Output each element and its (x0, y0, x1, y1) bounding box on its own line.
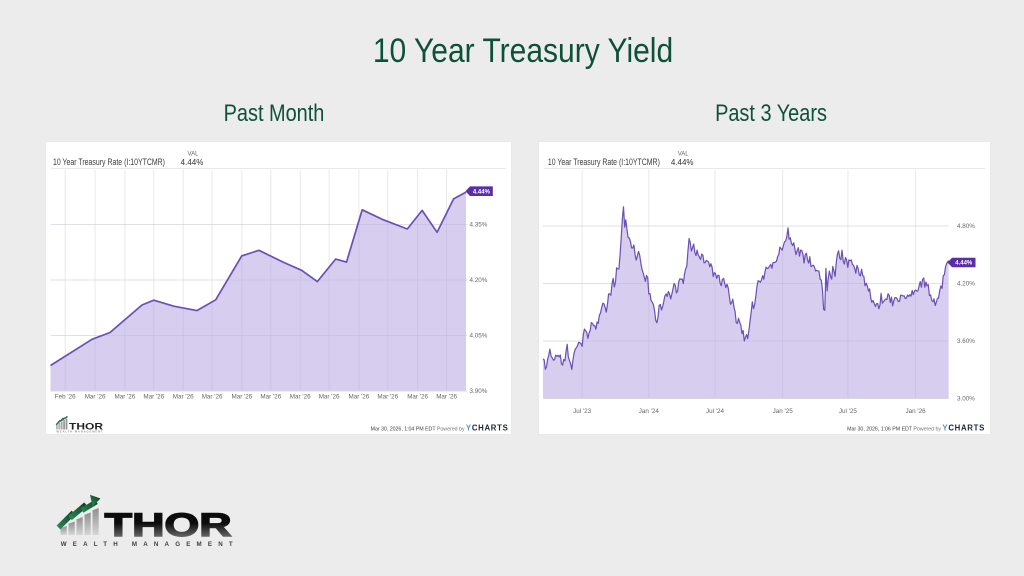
svg-text:VAL: VAL (678, 152, 690, 158)
svg-text:10 Year Treasury Rate (I:10YTC: 10 Year Treasury Rate (I:10YTCMR) (53, 157, 165, 167)
svg-text:Mar '26: Mar '26 (202, 394, 223, 401)
svg-text:3.60%: 3.60% (957, 338, 975, 345)
svg-text:WEALTH MANAGEMENT: WEALTH MANAGEMENT (57, 430, 103, 434)
svg-text:Mar '26: Mar '26 (407, 394, 428, 401)
svg-text:THOR: THOR (105, 507, 232, 543)
svg-text:Mar '26: Mar '26 (319, 394, 340, 401)
svg-text:4.05%: 4.05% (470, 333, 488, 340)
svg-text:4.44%: 4.44% (955, 261, 973, 267)
svg-text:WEALTH MANAGEMENT: WEALTH MANAGEMENT (61, 541, 233, 548)
svg-text:4.35%: 4.35% (470, 222, 488, 229)
svg-text:Mar '26: Mar '26 (173, 394, 194, 401)
svg-text:THOR: THOR (69, 422, 103, 432)
svg-text:10 Year Treasury Rate (I:10YTC: 10 Year Treasury Rate (I:10YTCMR) (548, 157, 660, 167)
svg-text:Jan '25: Jan '25 (773, 408, 794, 415)
svg-text:4.44%: 4.44% (671, 158, 694, 167)
svg-text:Mar '26: Mar '26 (377, 394, 398, 401)
svg-text:4.20%: 4.20% (957, 281, 975, 288)
svg-text:Mar '26: Mar '26 (290, 394, 311, 401)
svg-text:Mar 30, 2026, 1:04 PM EDT Powe: Mar 30, 2026, 1:04 PM EDT Powered by YCH… (371, 424, 509, 433)
svg-text:Mar '26: Mar '26 (143, 394, 164, 401)
svg-text:Feb '26: Feb '26 (55, 394, 76, 401)
svg-text:Jul '23: Jul '23 (573, 408, 592, 415)
svg-text:4.20%: 4.20% (470, 277, 488, 284)
svg-text:Jul '25: Jul '25 (839, 408, 858, 415)
svg-text:Jul '24: Jul '24 (706, 408, 725, 415)
svg-text:Mar '26: Mar '26 (114, 394, 135, 401)
svg-text:3.90%: 3.90% (470, 388, 488, 395)
svg-text:4.44%: 4.44% (473, 189, 491, 195)
svg-text:VAL: VAL (188, 152, 200, 158)
svg-text:4.44%: 4.44% (181, 158, 204, 167)
svg-text:Jan '24: Jan '24 (639, 408, 660, 415)
svg-text:Mar '26: Mar '26 (231, 394, 252, 401)
svg-text:Mar '26: Mar '26 (260, 394, 281, 401)
svg-text:Mar '26: Mar '26 (436, 394, 457, 401)
svg-text:Mar '26: Mar '26 (85, 394, 106, 401)
svg-text:Mar '26: Mar '26 (348, 394, 369, 401)
svg-text:Mar 30, 2026, 1:06 PM EDT Powe: Mar 30, 2026, 1:06 PM EDT Powered by YCH… (847, 424, 985, 433)
svg-text:4.80%: 4.80% (957, 223, 975, 230)
svg-text:Jan '26: Jan '26 (906, 408, 927, 415)
svg-text:3.00%: 3.00% (957, 396, 975, 403)
